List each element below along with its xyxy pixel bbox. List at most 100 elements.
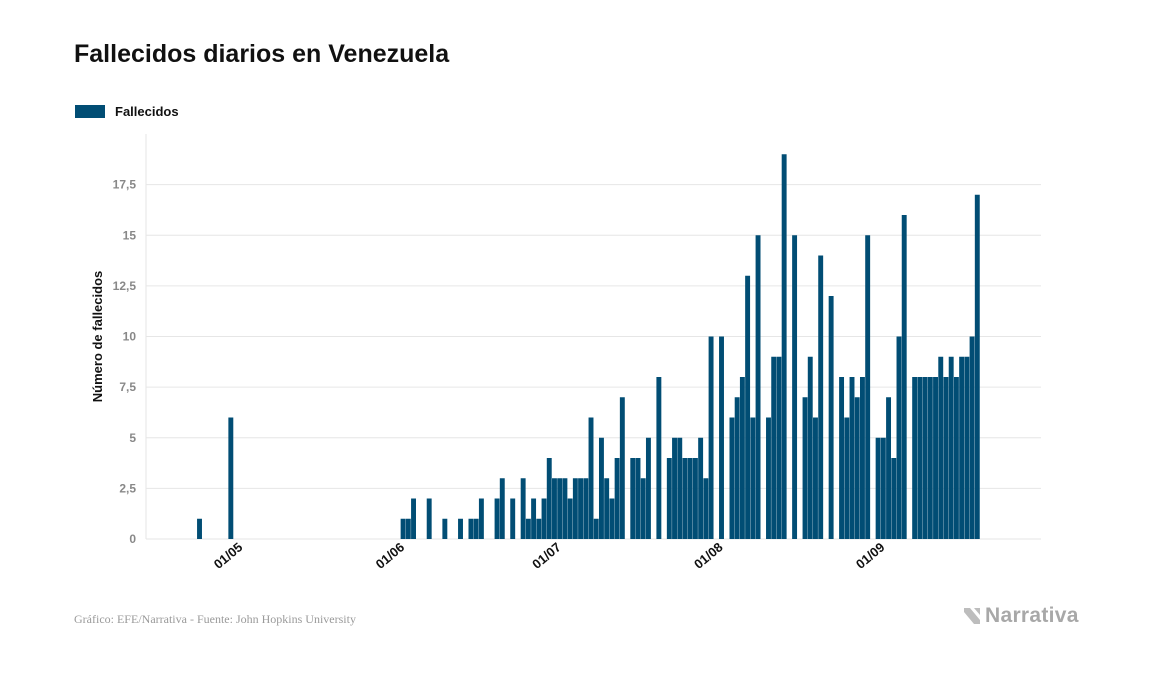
bar xyxy=(458,518,463,539)
bar xyxy=(818,255,824,539)
x-tick-label: 01/06 xyxy=(373,539,408,571)
bar xyxy=(656,377,662,539)
bar xyxy=(478,498,484,539)
y-axis-label: Número de fallecidos xyxy=(90,271,105,402)
y-tick-label: 10 xyxy=(123,330,137,344)
y-tick-label: 2,5 xyxy=(119,481,136,495)
bar xyxy=(953,377,959,539)
bar xyxy=(745,275,751,539)
bar xyxy=(964,356,970,539)
bar xyxy=(698,437,704,539)
bar xyxy=(959,356,965,539)
narrativa-logo-icon xyxy=(964,608,980,624)
legend-swatch xyxy=(75,105,105,118)
bar xyxy=(552,478,557,539)
x-tick-label: 01/05 xyxy=(211,539,246,571)
bar xyxy=(536,518,542,539)
bar xyxy=(604,478,610,539)
bar xyxy=(614,458,620,539)
bar xyxy=(640,478,646,539)
bar xyxy=(197,518,202,539)
bar xyxy=(405,518,411,539)
bar xyxy=(766,417,771,539)
bar xyxy=(880,437,886,539)
bar xyxy=(510,498,516,539)
y-tick-label: 15 xyxy=(123,228,137,242)
bar xyxy=(682,458,688,539)
bar xyxy=(750,417,756,539)
bar xyxy=(943,377,949,539)
bar xyxy=(891,458,897,539)
bar xyxy=(896,336,902,539)
bar xyxy=(922,377,928,539)
bar xyxy=(567,498,573,539)
bar xyxy=(844,417,850,539)
bar xyxy=(562,478,568,539)
bar xyxy=(588,417,594,539)
bar xyxy=(609,498,615,539)
brand-name: Narrativa xyxy=(985,604,1079,627)
bar xyxy=(927,377,933,539)
bar xyxy=(557,478,563,539)
bar xyxy=(933,377,938,539)
bar xyxy=(708,336,714,539)
bar xyxy=(598,437,604,539)
bar xyxy=(813,417,818,539)
bar xyxy=(917,377,923,539)
bar xyxy=(672,437,677,539)
bar xyxy=(520,478,526,539)
bar xyxy=(677,437,683,539)
bar xyxy=(525,518,531,539)
bar xyxy=(854,397,860,539)
bar xyxy=(411,498,416,539)
source-note: Gráfico: EFE/Narrativa - Fuente: John Ho… xyxy=(74,612,356,626)
legend-label: Fallecidos xyxy=(115,104,179,119)
bar xyxy=(969,336,975,539)
bar xyxy=(473,518,479,539)
y-tick-label: 17,5 xyxy=(113,178,137,192)
bar xyxy=(619,397,625,539)
bar xyxy=(541,498,547,539)
bar xyxy=(828,296,834,539)
chart-title: Fallecidos diarios en Venezuela xyxy=(74,40,450,68)
bar xyxy=(400,518,406,539)
legend: Fallecidos xyxy=(75,104,179,119)
bar xyxy=(781,154,787,539)
bar xyxy=(442,518,448,539)
bar xyxy=(546,458,552,539)
bar xyxy=(703,478,709,539)
x-tick-label: 01/07 xyxy=(529,539,564,571)
bar xyxy=(859,377,865,539)
bar xyxy=(572,478,578,539)
bar xyxy=(948,356,954,539)
bar xyxy=(630,458,636,539)
y-tick-label: 7,5 xyxy=(119,380,136,394)
bar xyxy=(494,498,500,539)
bar xyxy=(901,215,907,539)
bar xyxy=(802,397,808,539)
bar xyxy=(531,498,537,539)
bar xyxy=(875,437,881,539)
y-tick-label: 5 xyxy=(129,431,136,445)
x-tick-label: 01/09 xyxy=(853,539,888,571)
bar xyxy=(578,478,584,539)
bar xyxy=(839,377,845,539)
bar xyxy=(886,397,892,539)
bar xyxy=(912,377,918,539)
x-tick-label: 01/08 xyxy=(691,539,726,571)
y-tick-label: 0 xyxy=(129,532,136,546)
bar xyxy=(499,478,505,539)
bar xyxy=(792,235,798,539)
brand-logo: Narrativa xyxy=(962,604,1079,628)
bar xyxy=(739,377,745,539)
bar xyxy=(729,417,735,539)
bar xyxy=(849,377,855,539)
bar xyxy=(468,518,474,539)
bar xyxy=(583,478,589,539)
bar xyxy=(865,235,871,539)
bar xyxy=(426,498,432,539)
bar xyxy=(635,458,641,539)
bar xyxy=(228,417,234,539)
bar xyxy=(734,397,740,539)
